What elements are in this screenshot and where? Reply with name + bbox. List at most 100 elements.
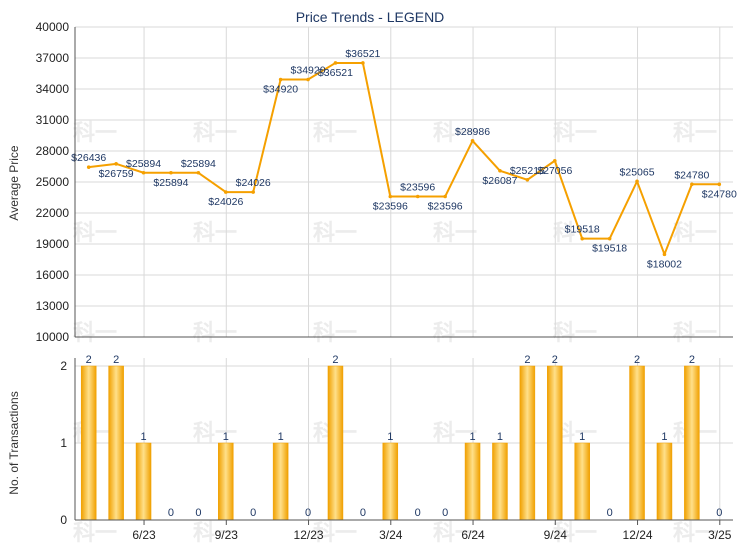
transaction-bar-value-label: 1 xyxy=(579,431,585,443)
price-point-label: $34920 xyxy=(263,83,298,95)
transaction-bar xyxy=(272,442,289,521)
transaction-bar-value-label: 0 xyxy=(415,507,421,519)
price-point-label: $25894 xyxy=(126,158,161,170)
price-point-label: $23596 xyxy=(428,201,463,213)
price-point xyxy=(635,179,639,184)
transaction-bar xyxy=(547,365,563,521)
price-point-label: $36521 xyxy=(345,48,380,60)
price-y-tick-label: 13000 xyxy=(36,299,70,313)
price-point-label: $23596 xyxy=(373,201,408,213)
transaction-bar xyxy=(574,442,590,521)
price-point xyxy=(388,194,393,199)
price-point xyxy=(470,139,475,143)
price-point-label: $19518 xyxy=(565,224,600,236)
transaction-bar-value-label: 2 xyxy=(113,354,119,366)
x-tick-label: 3/25 xyxy=(708,528,732,542)
transaction-bar-value-label: 0 xyxy=(442,507,448,519)
price-point-label: $24026 xyxy=(236,177,271,189)
price-point xyxy=(278,77,283,82)
transaction-bar-value-label: 1 xyxy=(661,431,667,443)
transaction-bar xyxy=(218,442,234,521)
transaction-bar-value-label: 0 xyxy=(168,507,174,519)
price-point-label: $25894 xyxy=(181,158,216,170)
price-y-tick-label: 28000 xyxy=(36,144,70,158)
watermark-text: 科一 xyxy=(313,320,357,345)
watermark-text: 科一 xyxy=(73,520,117,545)
x-tick-label: 9/24 xyxy=(544,528,568,542)
transaction-bar xyxy=(80,365,97,521)
watermark-text: 科一 xyxy=(673,320,717,345)
x-tick-label: 9/23 xyxy=(215,528,239,542)
price-point-label: $34920 xyxy=(291,64,326,76)
price-point-label: $24780 xyxy=(702,188,737,200)
x-tick-label: 12/23 xyxy=(294,528,324,542)
transaction-bar-value-label: 0 xyxy=(607,507,613,519)
price-point xyxy=(223,190,228,194)
transaction-bar-value-label: 1 xyxy=(469,431,475,443)
price-y-tick-label: 37000 xyxy=(36,51,70,65)
watermark-text: 科一 xyxy=(433,420,477,445)
price-point-label: $18002 xyxy=(647,258,682,270)
transaction-bar xyxy=(464,442,481,521)
transaction-bar-value-label: 2 xyxy=(634,354,640,366)
transaction-bar xyxy=(684,365,700,521)
price-point xyxy=(333,61,338,65)
watermark-text: 科一 xyxy=(193,320,237,345)
price-point xyxy=(169,170,173,175)
x-tick-label: 6/23 xyxy=(132,528,156,542)
watermark-text: 科一 xyxy=(73,320,117,345)
watermark-text: 科一 xyxy=(433,220,477,245)
price-point-label: $24780 xyxy=(674,169,709,181)
transaction-bar-value-label: 0 xyxy=(195,507,201,519)
price-point xyxy=(306,77,310,82)
watermark-text: 科一 xyxy=(433,520,477,545)
price-point-label: $26759 xyxy=(99,168,134,180)
price-line xyxy=(88,61,720,256)
price-point xyxy=(717,182,722,187)
price-grid: 10000 13000 16000 19000 22000 25000 28000 31000… xyxy=(36,20,733,344)
transaction-bar xyxy=(382,442,399,521)
watermark-text: 科一 xyxy=(313,220,357,245)
price-point xyxy=(662,252,667,257)
transaction-bar-value-label: 0 xyxy=(716,507,722,519)
watermark-text: 科一 xyxy=(313,520,357,545)
watermark-text: 科一 xyxy=(673,220,717,245)
price-point xyxy=(525,177,530,182)
transactions-y-axis-label: No. of Transactions xyxy=(7,391,21,494)
price-y-tick-label: 16000 xyxy=(36,268,70,282)
watermark-text: 科一 xyxy=(313,120,357,145)
price-point xyxy=(251,190,256,194)
watermark-text: 科一 xyxy=(73,220,117,245)
x-tick-label: 3/24 xyxy=(379,528,403,542)
watermark-text: 科一 xyxy=(673,120,717,145)
watermark-text: 科一 xyxy=(193,220,237,245)
price-point-label: $23596 xyxy=(400,182,435,194)
x-tick-label: 12/24 xyxy=(623,528,653,542)
price-point-label: $36521 xyxy=(318,67,353,79)
transaction-bar-value-label: 1 xyxy=(223,431,229,443)
transaction-bar-value-label: 0 xyxy=(250,507,256,519)
watermark-text: 科一 xyxy=(553,120,597,145)
price-point xyxy=(196,170,201,175)
price-point xyxy=(580,236,585,241)
transaction-bar-value-label: 1 xyxy=(278,431,284,443)
watermark-text: 科一 xyxy=(433,320,477,345)
transaction-bar xyxy=(108,365,124,521)
transaction-bar-value-label: 1 xyxy=(497,431,503,443)
price-point xyxy=(607,236,612,241)
price-y-tick-label: 19000 xyxy=(36,237,70,251)
transaction-bar-value-label: 2 xyxy=(86,354,92,366)
watermark-text: 科一 xyxy=(433,120,477,145)
price-point xyxy=(141,170,146,175)
watermark-text: 科一 xyxy=(193,520,237,545)
transaction-bar-value-label: 2 xyxy=(332,354,338,366)
price-point-label: $28986 xyxy=(455,126,490,138)
price-y-tick-label: 25000 xyxy=(36,175,70,189)
transactions-y-tick-label: 1 xyxy=(60,436,67,450)
watermark-text: 科一 xyxy=(73,120,117,145)
transaction-bar-value-label: 1 xyxy=(387,431,393,443)
transaction-bar-value-label: 2 xyxy=(552,354,558,366)
